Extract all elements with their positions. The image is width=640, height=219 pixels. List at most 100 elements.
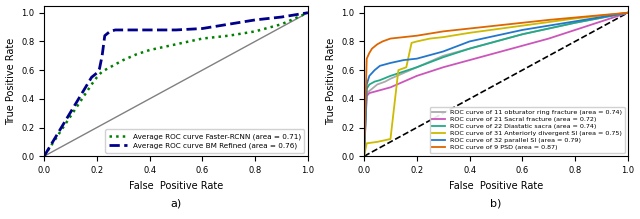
ROC curve of 21 Sacral fracture (area = 0.72) <box>440 66 447 69</box>
ROC curve of 22 Diastatic sacra (area = 0.74) <box>371 80 378 83</box>
Average ROC curve Faster-RCNN (area = 0.71) <box>99 70 106 73</box>
ROC curve of 32 parallel SI (area = 0.79) <box>518 29 526 31</box>
ROC curve of 11 obturator ring fracture (area = 0.74) <box>381 80 389 83</box>
ROC curve of 22 Diastatic sacra (area = 0.74) <box>518 33 526 35</box>
ROC curve of 22 Diastatic sacra (area = 0.74) <box>413 66 420 69</box>
ROC curve of 22 Diastatic sacra (area = 0.74) <box>376 79 384 81</box>
Legend: ROC curve of 11 obturator ring fracture (area = 0.74), ROC curve of 21 Sacral fr: ROC curve of 11 obturator ring fracture … <box>429 107 625 153</box>
Average ROC curve Faster-RCNN (area = 0.71) <box>278 23 285 26</box>
ROC curve of 31 Anteriorly divergent SI (area = 0.75) <box>387 138 394 140</box>
ROC curve of 9 PSD (area = 0.87) <box>413 34 420 37</box>
ROC curve of 32 parallel SI (area = 0.79) <box>365 74 373 77</box>
Legend: Average ROC curve Faster-RCNN (area = 0.71), Average ROC curve BM Refined (area : Average ROC curve Faster-RCNN (area = 0.… <box>105 129 304 153</box>
Line: ROC curve of 22 Diastatic sacra (area = 0.74): ROC curve of 22 Diastatic sacra (area = … <box>364 13 628 156</box>
ROC curve of 31 Anteriorly divergent SI (area = 0.75) <box>360 155 368 157</box>
Line: ROC curve of 21 Sacral fracture (area = 0.72): ROC curve of 21 Sacral fracture (area = … <box>364 13 628 156</box>
Line: ROC curve of 9 PSD (area = 0.87): ROC curve of 9 PSD (area = 0.87) <box>364 13 628 156</box>
ROC curve of 9 PSD (area = 0.87) <box>373 43 381 46</box>
Average ROC curve Faster-RCNN (area = 0.71) <box>198 37 206 40</box>
ROC curve of 22 Diastatic sacra (area = 0.74) <box>363 87 371 90</box>
ROC curve of 21 Sacral fracture (area = 0.72) <box>413 74 420 77</box>
ROC curve of 22 Diastatic sacra (area = 0.74) <box>365 83 373 86</box>
Average ROC curve BM Refined (area = 0.76) <box>252 19 259 21</box>
Average ROC curve Faster-RCNN (area = 0.71) <box>88 83 95 86</box>
ROC curve of 21 Sacral fracture (area = 0.72) <box>545 37 552 40</box>
ROC curve of 32 parallel SI (area = 0.79) <box>400 59 408 61</box>
ROC curve of 32 parallel SI (area = 0.79) <box>363 83 371 86</box>
ROC curve of 21 Sacral fracture (area = 0.72) <box>371 90 378 93</box>
ROC curve of 9 PSD (area = 0.87) <box>545 19 552 21</box>
Average ROC curve Faster-RCNN (area = 0.71) <box>252 30 259 33</box>
ROC curve of 31 Anteriorly divergent SI (area = 0.75) <box>403 66 410 69</box>
ROC curve of 11 obturator ring fracture (area = 0.74) <box>624 11 632 14</box>
Average ROC curve BM Refined (area = 0.76) <box>99 55 106 57</box>
ROC curve of 22 Diastatic sacra (area = 0.74) <box>624 11 632 14</box>
Average ROC curve BM Refined (area = 0.76) <box>101 34 109 37</box>
ROC curve of 31 Anteriorly divergent SI (area = 0.75) <box>466 32 474 34</box>
ROC curve of 11 obturator ring fracture (area = 0.74) <box>363 92 371 94</box>
Average ROC curve BM Refined (area = 0.76) <box>146 29 154 31</box>
ROC curve of 31 Anteriorly divergent SI (area = 0.75) <box>413 40 420 43</box>
ROC curve of 32 parallel SI (area = 0.79) <box>572 20 579 23</box>
ROC curve of 22 Diastatic sacra (area = 0.74) <box>387 74 394 77</box>
ROC curve of 9 PSD (area = 0.87) <box>492 24 500 27</box>
ROC curve of 11 obturator ring fracture (area = 0.74) <box>368 87 376 90</box>
Average ROC curve BM Refined (area = 0.76) <box>304 11 312 14</box>
Average ROC curve BM Refined (area = 0.76) <box>172 29 180 31</box>
ROC curve of 11 obturator ring fracture (area = 0.74) <box>466 47 474 50</box>
Average ROC curve Faster-RCNN (area = 0.71) <box>132 53 140 56</box>
Text: a): a) <box>170 198 182 208</box>
Average ROC curve Faster-RCNN (area = 0.71) <box>40 155 48 157</box>
Average ROC curve Faster-RCNN (area = 0.71) <box>93 76 100 79</box>
Text: b): b) <box>490 198 502 208</box>
ROC curve of 32 parallel SI (area = 0.79) <box>466 40 474 43</box>
Average ROC curve Faster-RCNN (area = 0.71) <box>172 43 180 46</box>
ROC curve of 21 Sacral fracture (area = 0.72) <box>365 92 373 94</box>
ROC curve of 9 PSD (area = 0.87) <box>368 47 376 50</box>
Average ROC curve BM Refined (area = 0.76) <box>225 23 232 26</box>
ROC curve of 11 obturator ring fracture (area = 0.74) <box>373 83 381 86</box>
ROC curve of 11 obturator ring fracture (area = 0.74) <box>413 66 420 69</box>
ROC curve of 31 Anteriorly divergent SI (area = 0.75) <box>518 24 526 27</box>
Average ROC curve BM Refined (area = 0.76) <box>111 29 119 31</box>
ROC curve of 31 Anteriorly divergent SI (area = 0.75) <box>426 37 434 40</box>
Average ROC curve Faster-RCNN (area = 0.71) <box>225 34 232 37</box>
ROC curve of 9 PSD (area = 0.87) <box>360 155 368 157</box>
ROC curve of 32 parallel SI (area = 0.79) <box>376 65 384 67</box>
ROC curve of 9 PSD (area = 0.87) <box>400 36 408 39</box>
Y-axis label: True Positive Rate: True Positive Rate <box>6 37 15 125</box>
ROC curve of 32 parallel SI (area = 0.79) <box>624 11 632 14</box>
Line: ROC curve of 31 Anteriorly divergent SI (area = 0.75): ROC curve of 31 Anteriorly divergent SI … <box>364 13 628 156</box>
X-axis label: False  Positive Rate: False Positive Rate <box>129 180 223 191</box>
ROC curve of 21 Sacral fracture (area = 0.72) <box>381 87 389 90</box>
Line: ROC curve of 32 parallel SI (area = 0.79): ROC curve of 32 parallel SI (area = 0.79… <box>364 13 628 156</box>
Average ROC curve BM Refined (area = 0.76) <box>278 16 285 18</box>
ROC curve of 21 Sacral fracture (area = 0.72) <box>360 155 368 157</box>
Line: Average ROC curve Faster-RCNN (area = 0.71): Average ROC curve Faster-RCNN (area = 0.… <box>44 13 308 156</box>
ROC curve of 31 Anteriorly divergent SI (area = 0.75) <box>624 11 632 14</box>
ROC curve of 32 parallel SI (area = 0.79) <box>371 69 378 71</box>
Average ROC curve Faster-RCNN (area = 0.71) <box>146 49 154 51</box>
ROC curve of 9 PSD (area = 0.87) <box>379 40 387 43</box>
ROC curve of 22 Diastatic sacra (area = 0.74) <box>400 70 408 73</box>
Average ROC curve BM Refined (area = 0.76) <box>93 72 100 74</box>
X-axis label: False  Positive Rate: False Positive Rate <box>449 180 543 191</box>
ROC curve of 9 PSD (area = 0.87) <box>365 52 373 54</box>
ROC curve of 11 obturator ring fracture (area = 0.74) <box>518 33 526 35</box>
ROC curve of 22 Diastatic sacra (area = 0.74) <box>440 56 447 58</box>
ROC curve of 22 Diastatic sacra (area = 0.74) <box>466 47 474 50</box>
Y-axis label: True Positive Rate: True Positive Rate <box>326 37 335 125</box>
Line: Average ROC curve BM Refined (area = 0.76): Average ROC curve BM Refined (area = 0.7… <box>44 13 308 156</box>
ROC curve of 9 PSD (area = 0.87) <box>387 37 394 40</box>
ROC curve of 31 Anteriorly divergent SI (area = 0.75) <box>572 17 579 20</box>
Average ROC curve Faster-RCNN (area = 0.71) <box>120 59 127 61</box>
Average ROC curve BM Refined (area = 0.76) <box>198 27 206 30</box>
ROC curve of 21 Sacral fracture (area = 0.72) <box>624 11 632 14</box>
Average ROC curve BM Refined (area = 0.76) <box>95 67 103 70</box>
ROC curve of 31 Anteriorly divergent SI (area = 0.75) <box>408 42 415 44</box>
ROC curve of 21 Sacral fracture (area = 0.72) <box>400 80 408 83</box>
ROC curve of 11 obturator ring fracture (area = 0.74) <box>572 21 579 24</box>
Average ROC curve BM Refined (area = 0.76) <box>120 29 127 31</box>
ROC curve of 32 parallel SI (area = 0.79) <box>387 62 394 64</box>
ROC curve of 21 Sacral fracture (area = 0.72) <box>492 52 500 54</box>
